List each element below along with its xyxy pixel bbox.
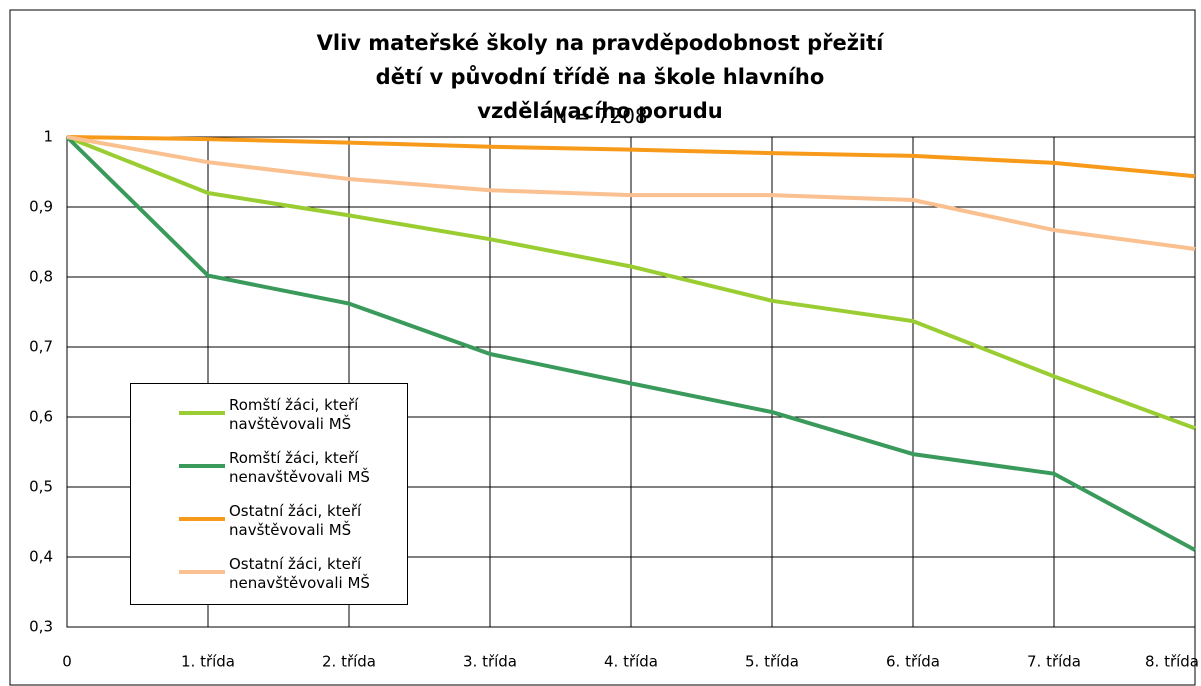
series-line (65, 135, 1196, 552)
y-tick-label: 0,6 (29, 408, 53, 426)
y-tick-label: 1 (43, 128, 53, 146)
y-tick-label: 0,4 (29, 548, 53, 566)
x-tick-label: 0 (62, 653, 72, 671)
series-line (66, 135, 1196, 431)
legend-entry: Ostatní žáci, kteří nenavštěvovali MŠ (131, 551, 407, 606)
x-tick-label: 1. třída (181, 653, 235, 671)
x-tick-label: 5. třída (745, 653, 799, 671)
y-tick-label: 0,7 (29, 338, 53, 356)
y-tick-label: 0,9 (29, 198, 53, 216)
legend-swatch (179, 570, 225, 574)
legend: Romští žáci, kteří navštěvovali MŠ Romští… (130, 383, 408, 605)
x-tick-label: 6. třída (886, 653, 940, 671)
legend-label: Ostatní žáci, kteří nenavštěvovali MŠ (229, 555, 370, 592)
legend-swatch (179, 464, 225, 468)
x-tick-label: 7. třída (1027, 653, 1081, 671)
legend-entry: Ostatní žáci, kteří navštěvovali MŠ (131, 498, 407, 553)
legend-swatch (179, 411, 225, 415)
x-tick-label: 4. třída (604, 653, 658, 671)
legend-swatch (179, 517, 225, 521)
legend-label: Romští žáci, kteří nenavštěvovali MŠ (229, 449, 370, 486)
y-tick-label: 0,3 (29, 618, 53, 636)
legend-entry: Romští žáci, kteří nenavštěvovali MŠ (131, 445, 407, 500)
y-tick-label: 0,8 (29, 268, 53, 286)
x-tick-label: 8. třída (1145, 653, 1199, 671)
y-tick-label: 0,5 (29, 478, 53, 496)
legend-label: Ostatní žáci, kteří navštěvovali MŠ (229, 502, 362, 539)
chart-title: Vliv mateřské školy na pravděpodobnost p… (316, 31, 884, 123)
chart-subtitle: N = 7208 (552, 104, 648, 128)
x-tick-label: 3. třída (463, 653, 517, 671)
series-line (66, 135, 1196, 251)
legend-entry: Romští žáci, kteří navštěvovali MŠ (131, 392, 407, 447)
legend-label: Romští žáci, kteří navštěvovali MŠ (229, 396, 359, 433)
plot-frame (66, 136, 1196, 628)
series-line (66, 135, 1196, 179)
x-tick-label: 2. třída (322, 653, 376, 671)
